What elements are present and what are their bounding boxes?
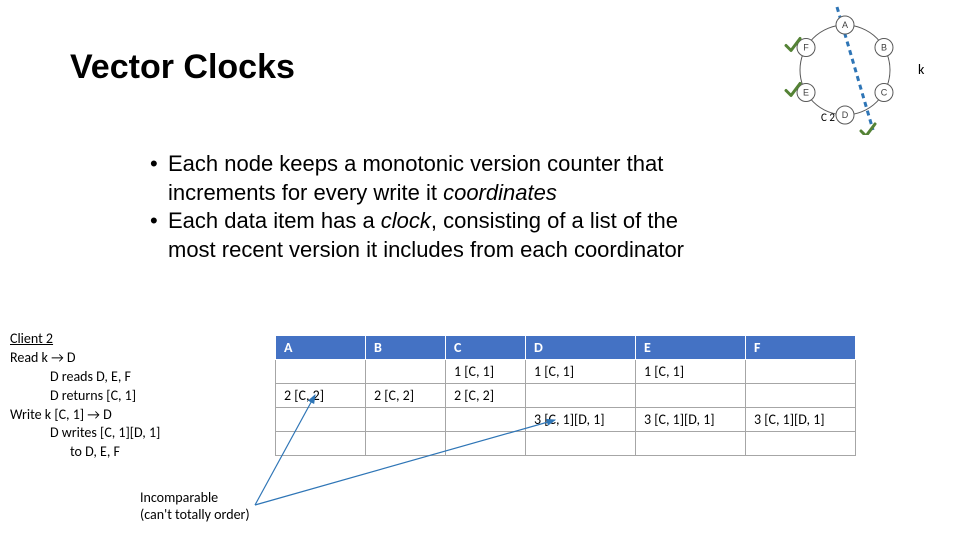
table-cell [746, 384, 856, 408]
client-header: Client 2 [10, 330, 270, 349]
svg-text:k: k [918, 61, 925, 78]
table-cell: 3 [C, 1][D, 1] [526, 408, 636, 432]
table-row: 2 [C, 2]2 [C, 2]2 [C, 2] [276, 384, 856, 408]
table-cell [746, 360, 856, 384]
svg-text:E: E [803, 88, 809, 98]
svg-text:D: D [842, 110, 849, 120]
table-cell [446, 408, 526, 432]
svg-text:F: F [803, 43, 809, 53]
table-header: E [636, 336, 746, 360]
table-cell [366, 432, 446, 456]
table-cell [746, 432, 856, 456]
table-cell [526, 432, 636, 456]
incomparable-label: Incomparable (can't totally order) [140, 490, 250, 524]
svg-text:C: C [881, 88, 888, 98]
client-line: Read k → D [10, 349, 270, 368]
page-title: Vector Clocks [70, 48, 295, 87]
table-row: 1 [C, 1]1 [C, 1]1 [C, 1] [276, 360, 856, 384]
client-line: D reads D, E, F [10, 368, 270, 387]
table-header: A [276, 336, 366, 360]
client-line: Write k [C, 1] → D [10, 406, 270, 425]
table-cell [276, 408, 366, 432]
table-cell [526, 384, 636, 408]
bullet-1: Each node keeps a monotonic version coun… [168, 150, 663, 207]
bullet-2: Each data item has a clock, consisting o… [168, 207, 684, 264]
table-cell: 1 [C, 1] [526, 360, 636, 384]
client-line: to D, E, F [10, 443, 270, 462]
table-cell: 3 [C, 1][D, 1] [746, 408, 856, 432]
vector-clock-table: ABCDEF 1 [C, 1]1 [C, 1]1 [C, 1]2 [C, 2]2… [275, 335, 856, 456]
table-cell [636, 384, 746, 408]
table-cell [636, 432, 746, 456]
table-cell: 2 [C, 2] [276, 384, 366, 408]
table-cell: 1 [C, 1] [446, 360, 526, 384]
bullet-list: • Each node keeps a monotonic version co… [150, 150, 920, 264]
table-header: F [746, 336, 856, 360]
table-cell: 3 [C, 1][D, 1] [636, 408, 746, 432]
client-line: D writes [C, 1][D, 1] [10, 424, 270, 443]
client-line: D returns [C, 1] [10, 387, 270, 406]
table-cell [276, 432, 366, 456]
table-row [276, 432, 856, 456]
svg-text:B: B [881, 43, 887, 53]
client-block: Client 2 Read k → D D reads D, E, F D re… [10, 330, 270, 462]
svg-text:C 2: C 2 [821, 111, 835, 124]
table-row: 3 [C, 1][D, 1]3 [C, 1][D, 1]3 [C, 1][D, … [276, 408, 856, 432]
ring-diagram: A B C D E F C 2 k [760, 5, 930, 135]
bullet-dot: • [150, 207, 168, 264]
table-header: D [526, 336, 636, 360]
table-cell [366, 408, 446, 432]
table-cell [446, 432, 526, 456]
svg-text:A: A [842, 20, 848, 30]
bullet-dot: • [150, 150, 168, 207]
table-cell [276, 360, 366, 384]
table-cell [366, 360, 446, 384]
table-header: C [446, 336, 526, 360]
table-header: B [366, 336, 446, 360]
table-cell: 2 [C, 2] [446, 384, 526, 408]
table-cell: 1 [C, 1] [636, 360, 746, 384]
table-cell: 2 [C, 2] [366, 384, 446, 408]
